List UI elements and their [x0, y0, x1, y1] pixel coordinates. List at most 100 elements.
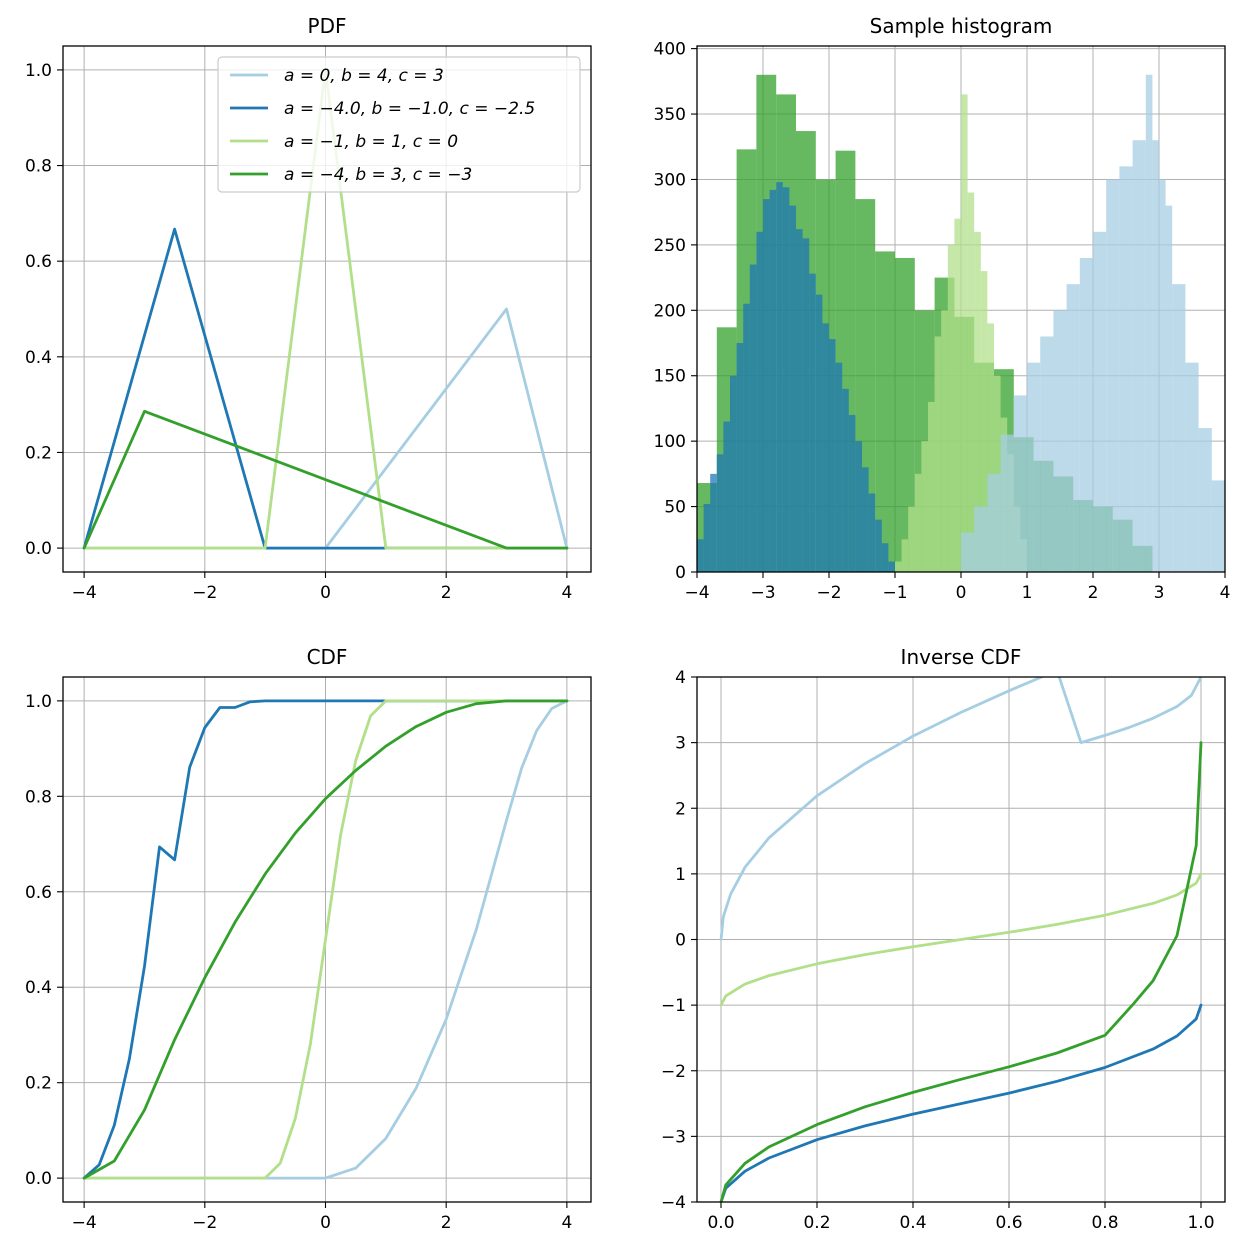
histogram-bar	[908, 506, 915, 572]
histogram-bar	[697, 539, 704, 572]
cdf-series-line-3	[82, 699, 569, 1180]
histogram-y-tick-label: 300	[654, 170, 686, 190]
histogram-y-tick-label: 400	[654, 40, 686, 60]
histogram-bar	[1185, 362, 1199, 572]
histogram-bar	[961, 532, 975, 572]
histogram-bar	[769, 189, 777, 572]
histogram-x-tick-label: 3	[1154, 583, 1165, 603]
histogram-bar	[961, 94, 968, 572]
histogram-bar	[914, 473, 922, 572]
histogram-bar	[1145, 74, 1153, 572]
histogram-bar	[901, 539, 909, 572]
cdf-x-tick-label: −4	[72, 1213, 97, 1233]
histogram-bar	[1053, 310, 1067, 572]
pdf-x-tick-label: −4	[72, 583, 97, 603]
histogram-bar	[974, 231, 981, 572]
inverse-cdf-y-tick-label: −1	[661, 996, 686, 1016]
legend-label: a = 0, b = 4, c = 3	[284, 66, 444, 86]
histogram-bar	[776, 182, 783, 572]
cdf-axes-frame	[62, 676, 592, 1203]
histogram-plot-area	[697, 74, 1225, 572]
histogram-bar	[875, 251, 895, 572]
histogram-bar	[934, 336, 942, 572]
inverse-cdf-x-tick-label: 0.2	[803, 1213, 830, 1233]
cdf-x-tick-label: −2	[192, 1213, 217, 1233]
inverse-cdf-y-tick-label: −2	[661, 1062, 686, 1082]
histogram-y-tick-label: 150	[654, 367, 686, 387]
histogram-bar	[875, 519, 882, 572]
pdf-axes-frame	[62, 45, 592, 573]
histogram-bar	[1066, 284, 1080, 572]
inverse-cdf-y-tick-label: −3	[661, 1127, 686, 1147]
cdf-plot-area	[82, 699, 569, 1180]
histogram-x-tick-label: 2	[1088, 583, 1099, 603]
histogram-bar	[941, 310, 948, 572]
histogram-x-tick-label: 4	[1220, 583, 1231, 603]
cdf-y-tick-label: 0.8	[25, 787, 52, 807]
histogram-bar	[842, 388, 849, 572]
inverse-cdf-title: Inverse CDF	[901, 645, 1022, 669]
histogram-y-tick-label: 50	[664, 498, 686, 518]
histogram-bar	[974, 506, 988, 572]
histogram-bar	[723, 421, 730, 572]
histogram-bar	[815, 294, 823, 572]
histogram-bar	[782, 187, 790, 572]
cdf-series-line-4	[82, 699, 569, 1180]
inverse-cdf-series-line-4	[719, 741, 1203, 1202]
pdf-series-line-4	[82, 409, 569, 550]
histogram-x-tick-label: −3	[750, 583, 775, 603]
pdf-title: PDF	[308, 14, 347, 38]
cdf-chart: −4 −2 0 2 4 0.0 0.2 0.4 0.6 0.8 1.0 CDF	[25, 645, 592, 1233]
pdf-y-tick-label: 1.0	[25, 61, 52, 81]
histogram-y-tick-label: 250	[654, 236, 686, 256]
histogram-bar	[822, 323, 829, 572]
histogram-bar	[716, 454, 724, 572]
histogram-bar	[1040, 336, 1054, 572]
histogram-bar	[710, 473, 717, 572]
histogram-bar	[1198, 428, 1212, 572]
inverse-cdf-chart: 0.0 0.2 0.4 0.6 0.8 1.0 −4 −3 −2 −1 0 1 2 3 4 Inverse C…	[661, 645, 1226, 1233]
histogram-chart: −4 −3 −2 −1 0 1 2 3 4 0 50 100 150 200 250 300 350 400 Sam…	[654, 14, 1231, 603]
histogram-bar	[954, 218, 961, 572]
histogram-bar	[987, 473, 1001, 572]
inverse-cdf-x-tick-label: 0.6	[995, 1213, 1022, 1233]
histogram-bar	[848, 414, 856, 572]
cdf-title: CDF	[307, 645, 348, 669]
histogram-title: Sample histogram	[870, 14, 1053, 38]
histogram-x-tick-label: 1	[1022, 583, 1033, 603]
pdf-y-tick-label: 0.2	[25, 443, 52, 463]
histogram-bar	[1119, 166, 1133, 572]
cdf-x-tick-label: 2	[441, 1213, 452, 1233]
pdf-x-tick-label: 2	[441, 583, 452, 603]
inverse-cdf-y-tick-label: −4	[661, 1193, 686, 1213]
inverse-cdf-x-tick-label: 0.4	[899, 1213, 926, 1233]
inverse-cdf-plot-area	[719, 677, 1203, 1202]
histogram-bar	[980, 271, 988, 572]
histogram-x-tick-label: −4	[684, 583, 709, 603]
histogram-bar	[1152, 140, 1159, 572]
legend-box	[217, 56, 581, 193]
cdf-y-tick-label: 0.2	[25, 1074, 52, 1094]
legend-label: a = −4, b = 3, c = −3	[284, 165, 472, 185]
histogram-bar	[881, 543, 889, 572]
histogram-bar	[967, 192, 975, 572]
histogram-y-tick-label: 100	[654, 432, 686, 452]
cdf-x-tick-label: 0	[320, 1213, 331, 1233]
histogram-bar	[829, 339, 836, 572]
histogram-bar	[802, 238, 810, 572]
pdf-x-tick-label: −2	[192, 583, 217, 603]
histogram-bar	[895, 257, 915, 572]
inverse-cdf-series-line-1	[719, 677, 1203, 941]
inverse-cdf-y-tick-label: 0	[675, 931, 686, 951]
inverse-cdf-x-tick-label: 0.0	[707, 1213, 734, 1233]
histogram-bar	[1000, 434, 1014, 572]
histogram-bar	[730, 375, 737, 572]
histogram-bar	[868, 493, 876, 572]
histogram-bar	[921, 441, 928, 572]
histogram-bar	[947, 244, 955, 572]
histogram-bar	[1106, 179, 1120, 572]
histogram-bar	[987, 323, 994, 572]
legend-label: a = −1, b = 1, c = 0	[284, 132, 458, 152]
histogram-bar	[862, 467, 869, 572]
